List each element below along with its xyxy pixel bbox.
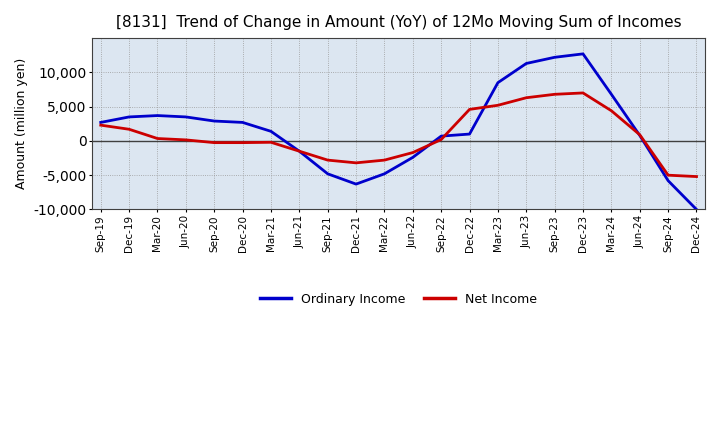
Legend: Ordinary Income, Net Income: Ordinary Income, Net Income	[255, 288, 542, 311]
Title: [8131]  Trend of Change in Amount (YoY) of 12Mo Moving Sum of Incomes: [8131] Trend of Change in Amount (YoY) o…	[116, 15, 681, 30]
Y-axis label: Amount (million yen): Amount (million yen)	[15, 58, 28, 189]
